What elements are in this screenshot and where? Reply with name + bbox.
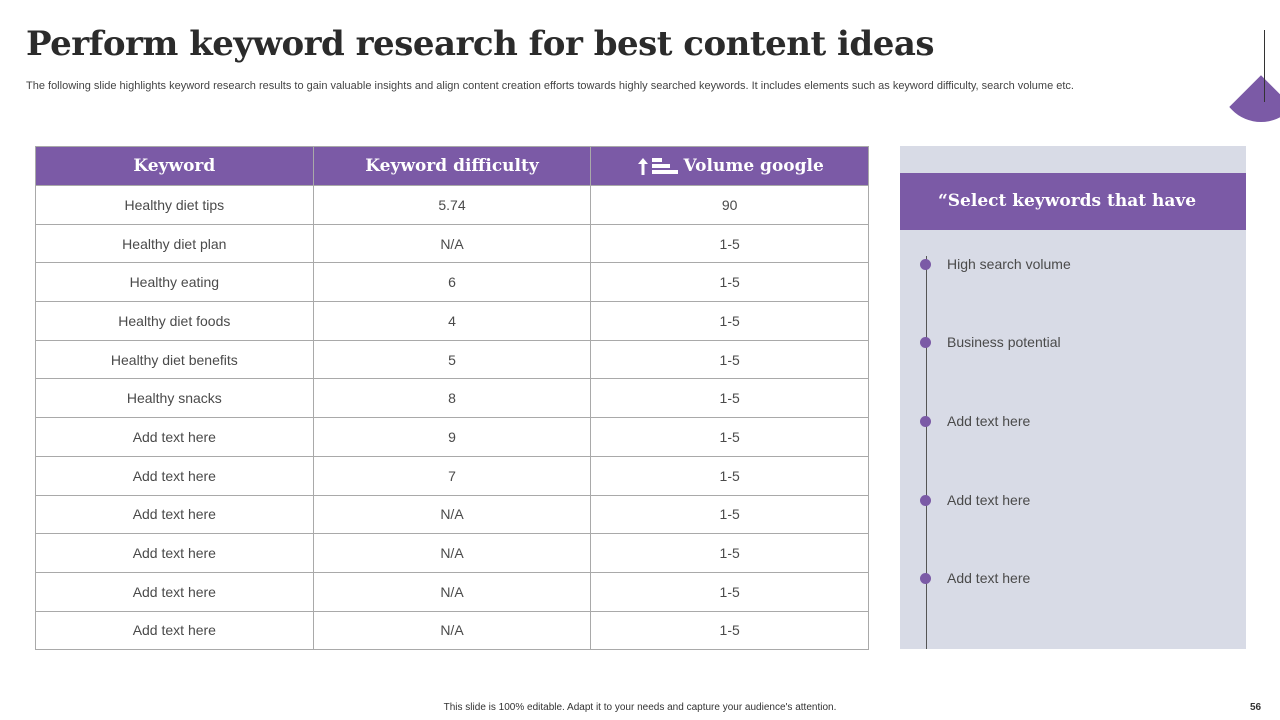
table-row: Add text here N/A 1-5 [35,610,869,651]
volume-cell: 1-5 [590,223,869,264]
timeline-label: Business potential [947,334,1061,350]
table-row: Healthy diet foods 4 1-5 [35,301,869,341]
timeline-line [926,256,927,649]
difficulty-cell: 8 [312,378,592,419]
footer-note: This slide is 100% editable. Adapt it to… [443,702,837,713]
table-row: Add text here 9 1-5 [35,417,869,457]
keyword-cell: Add text here [35,455,314,496]
volume-cell: 1-5 [590,571,869,612]
difficulty-cell: N/A [312,533,592,573]
table-row: Add text here N/A 1-5 [35,533,869,573]
volume-cell: 1-5 [590,262,869,303]
header-volume-label: Volume google [683,155,824,176]
decorative-semicircle [1203,23,1280,139]
table-row: Healthy diet benefits 5 1-5 [35,339,869,380]
header-volume-google: Volume google [590,146,869,186]
keyword-cell: Healthy diet plan [35,223,314,264]
difficulty-cell: 9 [312,417,592,457]
slide-subtitle: The following slide highlights keyword r… [26,80,1074,92]
keyword-cell: Add text here [35,417,314,457]
keyword-cell: Healthy eating [35,262,314,303]
volume-cell: 1-5 [590,378,869,419]
keyword-criteria-panel: “Select keywords that have High search v… [900,146,1246,649]
volume-cell: 90 [590,185,869,225]
timeline-dot-icon [920,573,931,584]
difficulty-cell: 4 [312,301,592,341]
keyword-cell: Add text here [35,533,314,573]
timeline-label: Add text here [947,413,1031,429]
difficulty-cell: 6 [312,262,592,303]
header-keyword-difficulty: Keyword difficulty [312,146,592,186]
keyword-cell: Add text here [35,571,314,612]
timeline-dot-icon [920,416,931,427]
table-row: Healthy eating 6 1-5 [35,262,869,303]
slide-title: Perform keyword research for best conten… [26,24,935,64]
decorative-line [1264,30,1265,102]
volume-cell: 1-5 [590,533,869,573]
timeline-label: Add text here [947,492,1031,508]
volume-cell: 1-5 [590,301,869,341]
header-keyword: Keyword [35,146,314,186]
volume-cell: 1-5 [590,417,869,457]
difficulty-cell: 5.74 [312,185,592,225]
table-row: Healthy diet plan N/A 1-5 [35,223,869,264]
difficulty-cell: N/A [312,571,592,612]
difficulty-cell: 5 [312,339,592,380]
timeline-dot-icon [920,495,931,506]
volume-cell: 1-5 [590,494,869,535]
keyword-cell: Add text here [35,494,314,535]
table-row: Healthy diet tips 5.74 90 [35,185,869,225]
timeline-dot-icon [920,337,931,348]
volume-cell: 1-5 [590,610,869,651]
volume-cell: 1-5 [590,455,869,496]
keyword-cell: Healthy diet benefits [35,339,314,380]
volume-cell: 1-5 [590,339,869,380]
keyword-cell: Healthy diet tips [35,185,314,225]
table-row: Add text here N/A 1-5 [35,571,869,612]
timeline-label: High search volume [947,256,1071,272]
difficulty-cell: 7 [312,455,592,496]
table-row: Healthy snacks 8 1-5 [35,378,869,419]
timeline-dot-icon [920,259,931,270]
keyword-table: Keyword Keyword difficulty Volume google… [35,146,869,651]
sort-bars-icon [637,158,678,176]
keyword-cell: Add text here [35,610,314,651]
difficulty-cell: N/A [312,494,592,535]
table-header-row: Keyword Keyword difficulty Volume google [35,146,869,186]
panel-header: “Select keywords that have [900,173,1246,230]
difficulty-cell: N/A [312,223,592,264]
keyword-cell: Healthy snacks [35,378,314,419]
page-number: 56 [1250,702,1262,713]
difficulty-cell: N/A [312,610,592,651]
table-row: Add text here N/A 1-5 [35,494,869,535]
table-row: Add text here 7 1-5 [35,455,869,496]
keyword-cell: Healthy diet foods [35,301,314,341]
timeline-label: Add text here [947,570,1031,586]
